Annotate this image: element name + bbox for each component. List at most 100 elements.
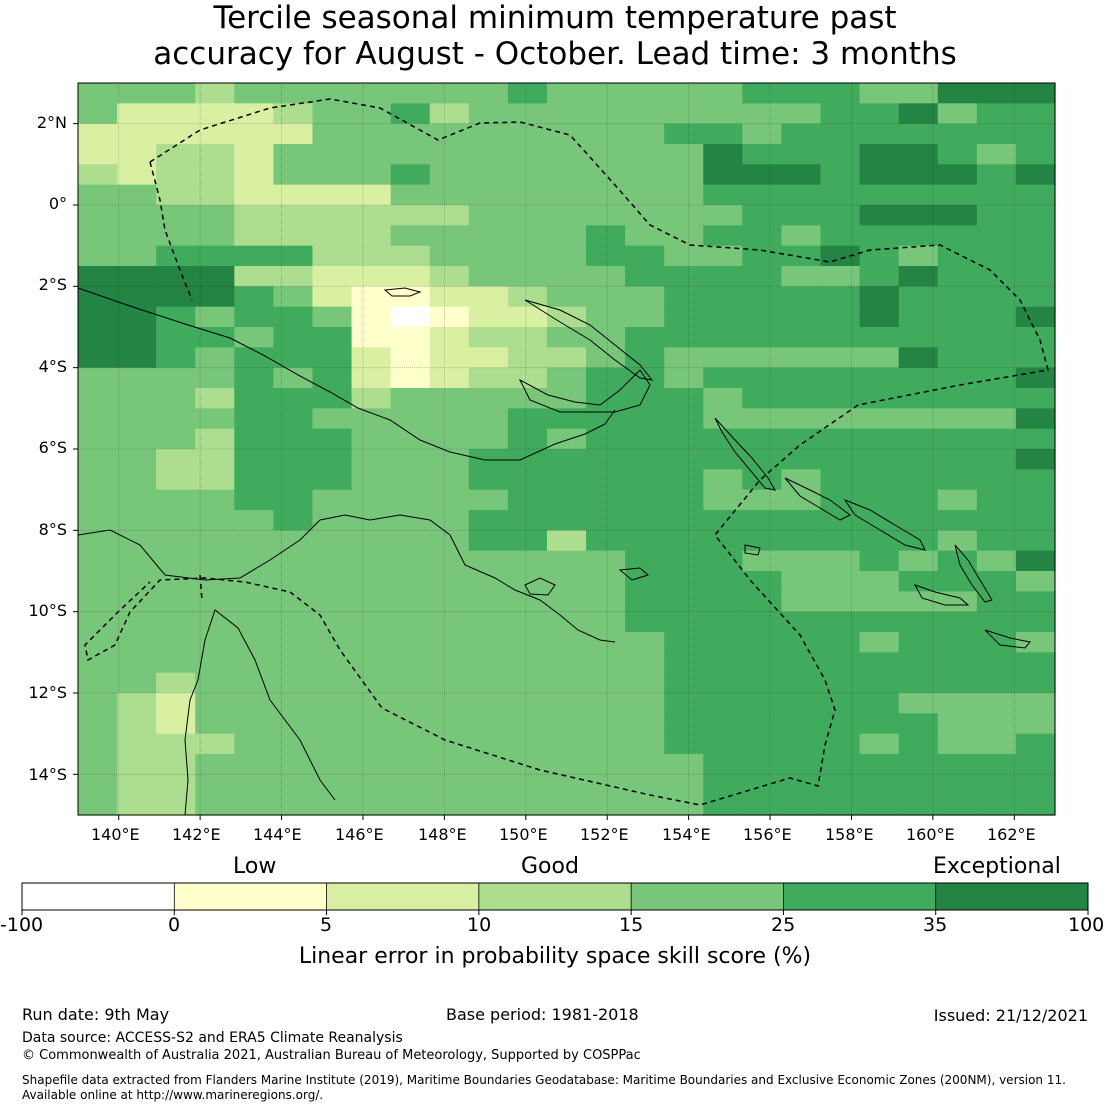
skill-cell — [859, 103, 900, 125]
skill-cell — [390, 123, 431, 145]
skill-cell — [117, 327, 157, 348]
skill-cell — [117, 164, 157, 186]
skill-cell — [429, 611, 470, 633]
skill-cell — [664, 164, 704, 186]
skill-cell — [820, 123, 861, 145]
skill-cell — [1015, 164, 1056, 186]
skill-cell — [625, 347, 665, 369]
colorbar-tick-label: 5 — [320, 914, 333, 936]
skill-cell — [312, 144, 353, 165]
skill-cell — [742, 774, 783, 796]
skill-cell — [703, 733, 743, 755]
skill-cell — [898, 733, 939, 755]
skill-cell — [1015, 550, 1056, 572]
skill-cell — [1015, 733, 1056, 755]
skill-cell — [586, 510, 626, 531]
skill-cell — [429, 388, 470, 409]
skill-cell — [937, 550, 978, 572]
skill-cell — [351, 611, 392, 633]
skill-cell — [937, 266, 978, 287]
skill-cell — [976, 306, 1017, 328]
skill-cell — [195, 408, 235, 430]
skill-cell — [156, 428, 196, 450]
skill-cell — [625, 489, 665, 511]
skill-cell — [859, 489, 900, 511]
skill-grid — [78, 83, 1056, 816]
skill-cell — [195, 693, 235, 714]
skill-cell — [507, 225, 548, 247]
skill-cell — [468, 733, 509, 755]
skill-cell — [390, 632, 431, 653]
skill-cell — [898, 652, 939, 674]
skill-cell — [273, 774, 314, 796]
skill-cell — [507, 83, 548, 104]
skill-cell — [156, 611, 196, 633]
skill-cell — [546, 286, 587, 308]
skill-cell — [586, 306, 626, 328]
skill-cell — [546, 164, 587, 186]
skill-cell — [898, 164, 939, 186]
skill-cell — [312, 693, 353, 714]
skill-cell — [586, 83, 626, 104]
skill-cell — [742, 225, 783, 247]
skill-cell — [781, 408, 822, 430]
colorbar-tick-label: 0 — [168, 914, 181, 936]
skill-cell — [898, 367, 939, 389]
skill-cell — [937, 611, 978, 633]
skill-cell — [351, 123, 392, 145]
skill-cell — [742, 794, 783, 816]
skill-cell — [78, 184, 118, 206]
skill-cell — [742, 571, 783, 592]
skill-cell — [351, 327, 392, 348]
skill-cell — [468, 205, 509, 226]
skill-cell — [195, 225, 235, 247]
skill-cell — [546, 489, 587, 511]
skill-cell — [859, 428, 900, 450]
skill-cell — [312, 591, 353, 613]
island-manus — [383, 287, 422, 297]
skill-cell — [742, 672, 783, 694]
skill-cell — [625, 652, 665, 674]
skill-cell — [859, 571, 900, 592]
skill-cell — [156, 347, 196, 369]
skill-cell — [976, 550, 1017, 572]
skill-cell — [859, 144, 900, 165]
skill-cell — [351, 245, 392, 267]
skill-cell — [703, 103, 743, 125]
skill-cell — [390, 184, 431, 206]
skill-cell — [429, 652, 470, 674]
skill-cell — [625, 408, 665, 430]
skill-cell — [468, 347, 509, 369]
skill-cell — [546, 225, 587, 247]
skill-cell — [703, 245, 743, 267]
skill-cell — [468, 469, 509, 491]
skill-cell — [234, 245, 274, 267]
skill-cell — [859, 327, 900, 348]
skill-cell — [390, 306, 431, 328]
skill-cell — [156, 754, 196, 775]
skill-cell — [859, 164, 900, 186]
skill-cell — [468, 794, 509, 816]
skill-cell — [390, 550, 431, 572]
island-new-britain — [518, 369, 651, 413]
skill-cell — [859, 611, 900, 633]
skill-cell — [546, 144, 587, 165]
skill-cell — [1015, 388, 1056, 409]
skill-cell — [468, 428, 509, 450]
skill-cell — [703, 550, 743, 572]
skill-cell — [468, 184, 509, 206]
skill-cell — [781, 774, 822, 796]
lat-label: 14°S — [28, 765, 67, 784]
skill-cell — [664, 388, 704, 409]
skill-cell — [429, 428, 470, 450]
skill-cell — [117, 367, 157, 389]
skill-cell — [742, 144, 783, 165]
skill-cell — [976, 144, 1017, 165]
skill-cell — [703, 510, 743, 531]
skill-cell — [468, 530, 509, 552]
skill-cell — [507, 388, 548, 409]
colorbar-tick-label: 25 — [771, 914, 796, 936]
skill-cell — [195, 611, 235, 633]
island-makira — [984, 629, 1031, 649]
skill-cell — [742, 123, 783, 145]
